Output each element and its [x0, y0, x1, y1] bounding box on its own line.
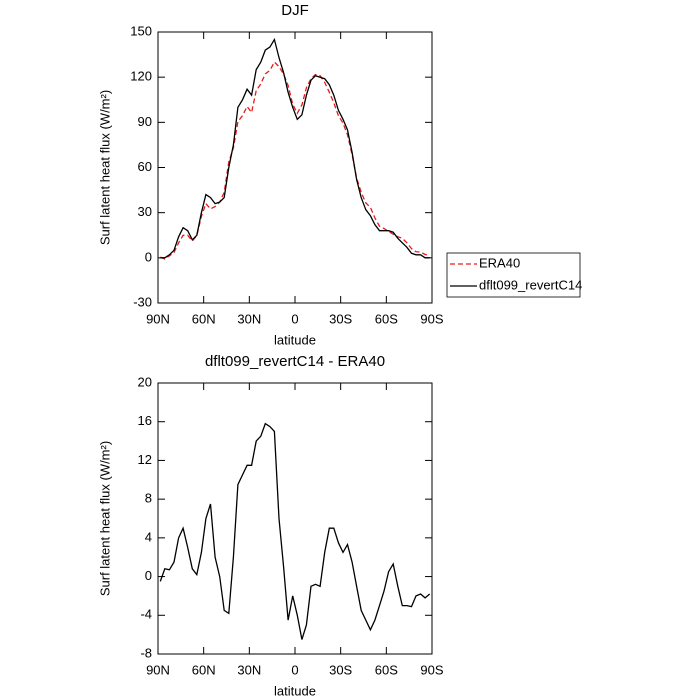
- x-tick-label: 30S: [329, 311, 352, 326]
- data-line: [159, 422, 431, 640]
- y-tick-label: 90: [138, 114, 152, 129]
- y-tick-label: 4: [145, 529, 152, 544]
- x-tick-label: 30N: [237, 311, 261, 326]
- chart-title: dflt099_revertC14 - ERA40: [205, 353, 385, 370]
- legend-label: ERA40: [479, 255, 520, 270]
- x-tick-label: 90N: [146, 311, 170, 326]
- x-tick-label: 90S: [420, 311, 443, 326]
- x-tick-label: 30S: [329, 662, 352, 677]
- x-tick-label: 60S: [375, 662, 398, 677]
- y-tick-label: -30: [133, 294, 152, 309]
- legend-label: dflt099_revertC14: [479, 277, 582, 292]
- y-tick-label: 20: [138, 374, 152, 389]
- y-tick-label: 0: [145, 568, 152, 583]
- x-axis-label: latitude: [274, 332, 316, 347]
- legend-box: [446, 252, 581, 298]
- x-tick-label: 60N: [192, 662, 216, 677]
- x-tick-label: 0: [291, 662, 298, 677]
- y-tick-label: 30: [138, 204, 152, 219]
- y-tick-label: 8: [145, 491, 152, 506]
- y-tick-label: -8: [140, 645, 152, 660]
- y-axis-label: Surf latent heat flux (W/m²): [97, 441, 112, 596]
- x-tick-label: 60S: [375, 311, 398, 326]
- x-tick-label: 60N: [192, 311, 216, 326]
- y-tick-label: 12: [138, 452, 152, 467]
- y-tick-label: 150: [130, 23, 152, 38]
- y-tick-label: -4: [140, 607, 152, 622]
- chart-title: DJF: [281, 2, 309, 19]
- x-axis-label: latitude: [274, 683, 316, 698]
- y-tick-label: 16: [138, 413, 152, 428]
- x-tick-label: 0: [291, 311, 298, 326]
- data-line: [160, 61, 430, 260]
- y-axis-label: Surf latent heat flux (W/m²): [97, 90, 112, 245]
- x-tick-label: 90N: [146, 662, 170, 677]
- y-tick-label: 0: [145, 249, 152, 264]
- y-tick-label: 120: [130, 69, 152, 84]
- plot-frame: [157, 31, 433, 304]
- plot-frame: [157, 382, 433, 655]
- x-tick-label: 30N: [237, 662, 261, 677]
- data-line: [160, 37, 430, 259]
- y-tick-label: 60: [138, 159, 152, 174]
- x-tick-label: 90S: [420, 662, 443, 677]
